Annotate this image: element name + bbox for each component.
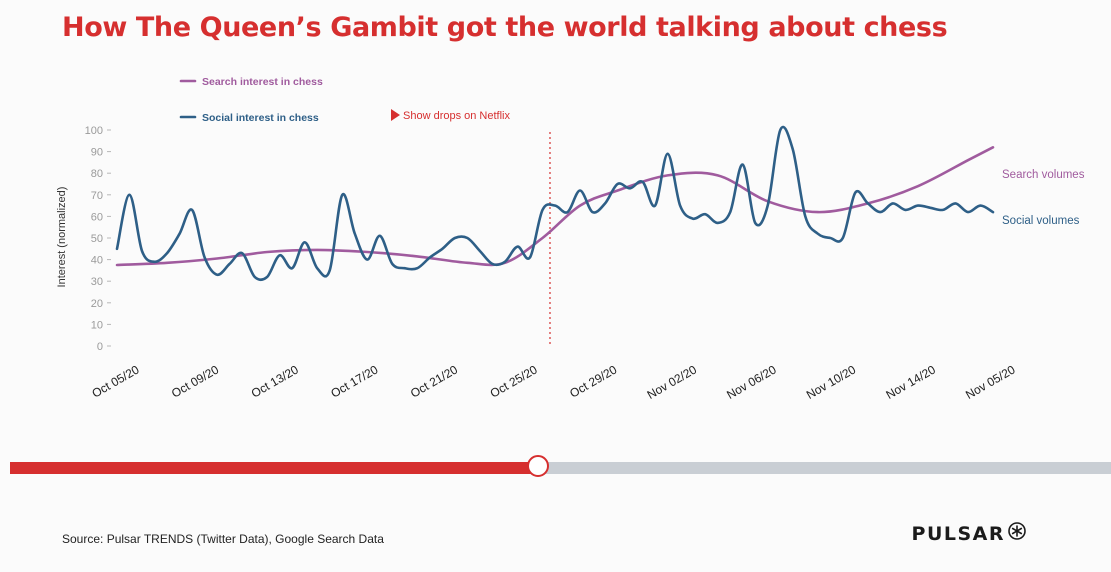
social-end-label: Social volumes [1002, 215, 1080, 227]
timeline-slider[interactable] [10, 455, 1111, 477]
y-tick-label: 40 [91, 255, 103, 267]
search-end-label: Search volumes [1002, 169, 1085, 181]
timeline-handle[interactable] [527, 455, 550, 477]
y-axis-label: Interest (normalized) [56, 187, 68, 288]
x-tick-label: Oct 17/20 [328, 362, 380, 400]
social-interest-line [115, 125, 995, 282]
timeline-progress [10, 462, 539, 474]
y-tick-label: 10 [91, 319, 103, 331]
y-tick-label: 20 [91, 298, 103, 310]
y-tick-label: 70 [91, 190, 103, 202]
search-interest-line [115, 146, 995, 267]
y-tick-label: 0 [97, 341, 103, 353]
y-tick-label: 80 [91, 168, 103, 180]
x-tick-label: Nov 06/20 [724, 362, 779, 402]
x-tick-label: Nov 10/20 [804, 362, 859, 402]
x-tick-label: Oct 13/20 [249, 362, 301, 400]
source-note: Source: Pulsar TRENDS (Twitter Data), Go… [62, 532, 384, 546]
x-tick-label: Nov 05/20 [963, 362, 1018, 402]
x-tick-label: Oct 05/20 [89, 362, 141, 400]
y-tick-label: 60 [91, 211, 103, 223]
line-chart: 0 10 20 30 40 50 60 70 80 90 100 Interest (normaliz… [56, 76, 1085, 402]
x-tick-label: Oct 29/20 [567, 362, 619, 400]
x-tick-label: Oct 09/20 [169, 362, 221, 400]
y-tick-label: 90 [91, 147, 103, 159]
y-tick-label: 30 [91, 276, 103, 288]
x-tick-label: Nov 14/20 [884, 362, 939, 402]
x-tick-label: Oct 21/20 [408, 362, 460, 400]
annotation-label: Show drops on Netflix [403, 110, 510, 122]
legend-label-search: Search interest in chess [202, 76, 323, 88]
brand-name: PULSAR [911, 523, 1005, 545]
y-tick-label: 50 [91, 233, 103, 245]
play-icon [391, 109, 400, 121]
pulsar-star-icon [1008, 522, 1026, 540]
chart-title: How The Queen’s Gambit got the world tal… [62, 12, 948, 43]
legend-label-social: Social interest in chess [202, 112, 319, 124]
x-tick-label: Oct 25/20 [488, 362, 540, 400]
y-tick-label: 100 [85, 125, 103, 137]
x-tick-label: Nov 02/20 [645, 362, 700, 402]
pulsar-logo: PULSAR [911, 522, 1027, 545]
